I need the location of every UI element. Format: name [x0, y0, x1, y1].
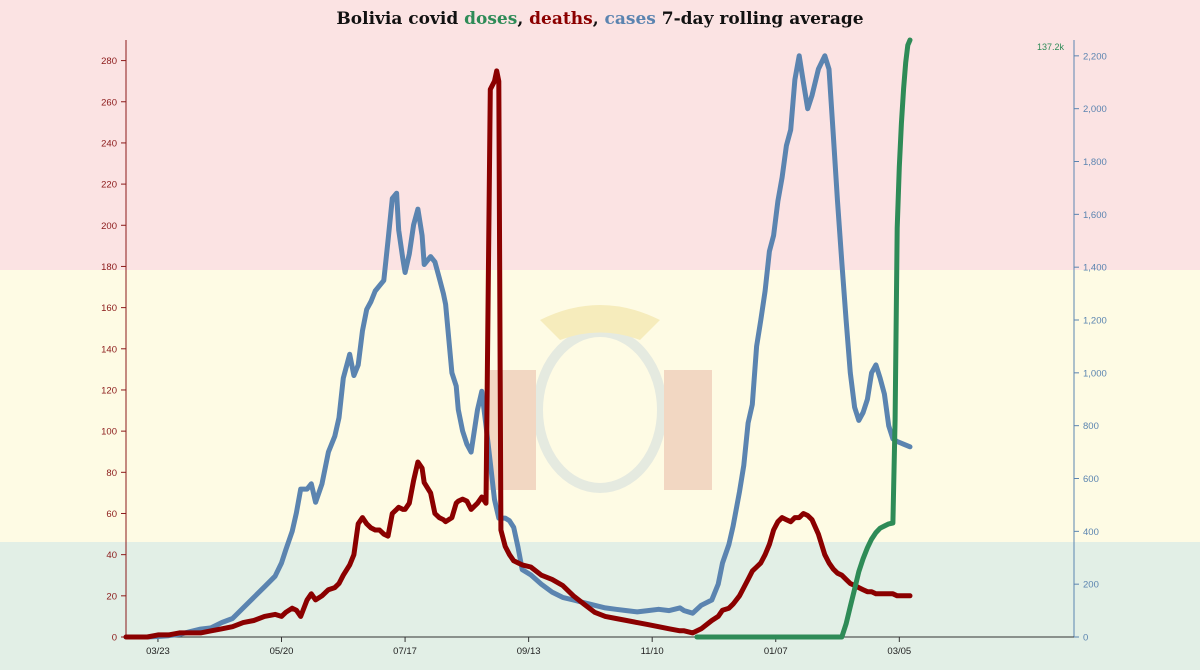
y-right-tick-label: 400	[1083, 527, 1099, 538]
y-left-tick-label: 280	[101, 56, 117, 67]
x-tick-label: 07/17	[393, 646, 417, 657]
y-right-tick-label: 1,600	[1083, 210, 1107, 221]
y-left-tick-label: 80	[106, 468, 117, 479]
title-cases: cases	[605, 9, 656, 29]
series-line-deaths	[123, 68, 913, 640]
y-right-tick-label: 1,000	[1083, 368, 1107, 379]
emblem-flag-left	[488, 370, 536, 490]
x-tick-label: 11/10	[641, 646, 664, 657]
x-tick-label: 09/13	[517, 646, 541, 657]
y-right-tick-label: 200	[1083, 580, 1099, 591]
y-left-tick-label: 140	[101, 344, 117, 355]
y-right-tick-label: 0	[1083, 633, 1088, 644]
title-sep-1: ,	[517, 9, 529, 29]
y-left-tick-label: 40	[106, 550, 117, 561]
y-left-tick-label: 240	[101, 138, 117, 149]
series-line-cases	[123, 53, 913, 640]
chart-title: Bolivia covid doses, deaths, cases 7-day…	[336, 9, 863, 29]
y-left-tick-label: 200	[101, 221, 117, 232]
axes-group: 0 20 40 60 80 100 120 140 160 180 200 220 240 260 280 0…	[101, 40, 1107, 657]
y-right-tick-label: 2,000	[1083, 104, 1107, 115]
y-left-tick-label: 220	[101, 180, 117, 191]
x-tick-label: 05/20	[270, 646, 294, 657]
series-line-doses	[694, 37, 913, 640]
y-left-tick-label: 120	[101, 385, 117, 396]
emblem-flag-right	[664, 370, 712, 490]
y-left-tick-label: 260	[101, 97, 117, 108]
y-right-tick-label: 2,200	[1083, 51, 1107, 62]
y-left-tick-label: 100	[101, 427, 117, 438]
emblem-condor	[540, 305, 660, 340]
y-left-tick-label: 160	[101, 303, 117, 314]
y-right-tick-label: 1,200	[1083, 316, 1107, 327]
y-right-tick-label: 1,400	[1083, 263, 1107, 274]
doses-max-label: 137.2k	[1037, 42, 1065, 52]
series-layer	[123, 37, 913, 640]
emblem-oval	[533, 327, 667, 493]
y-left-tick-label: 0	[112, 633, 117, 644]
y-left-tick-label: 20	[106, 591, 117, 602]
y-left-tick-label: 180	[101, 262, 117, 273]
x-tick-label: 03/05	[887, 646, 911, 657]
x-tick-label: 01/07	[764, 646, 788, 657]
y-left-tick-label: 60	[106, 509, 117, 520]
title-doses: doses	[464, 9, 517, 29]
x-tick-label: 03/23	[146, 646, 170, 657]
title-prefix: Bolivia covid	[336, 9, 464, 29]
coat-of-arms-emblem	[488, 305, 712, 493]
y-right-tick-label: 800	[1083, 421, 1099, 432]
title-sep-2: ,	[593, 9, 605, 29]
flag-band-yellow	[0, 270, 1200, 542]
y-right-tick-label: 600	[1083, 474, 1099, 485]
title-deaths: deaths	[529, 9, 593, 29]
y-right-tick-label: 1,800	[1083, 157, 1107, 168]
title-suffix: 7-day rolling average	[656, 9, 864, 29]
flag-band-red	[0, 0, 1200, 270]
